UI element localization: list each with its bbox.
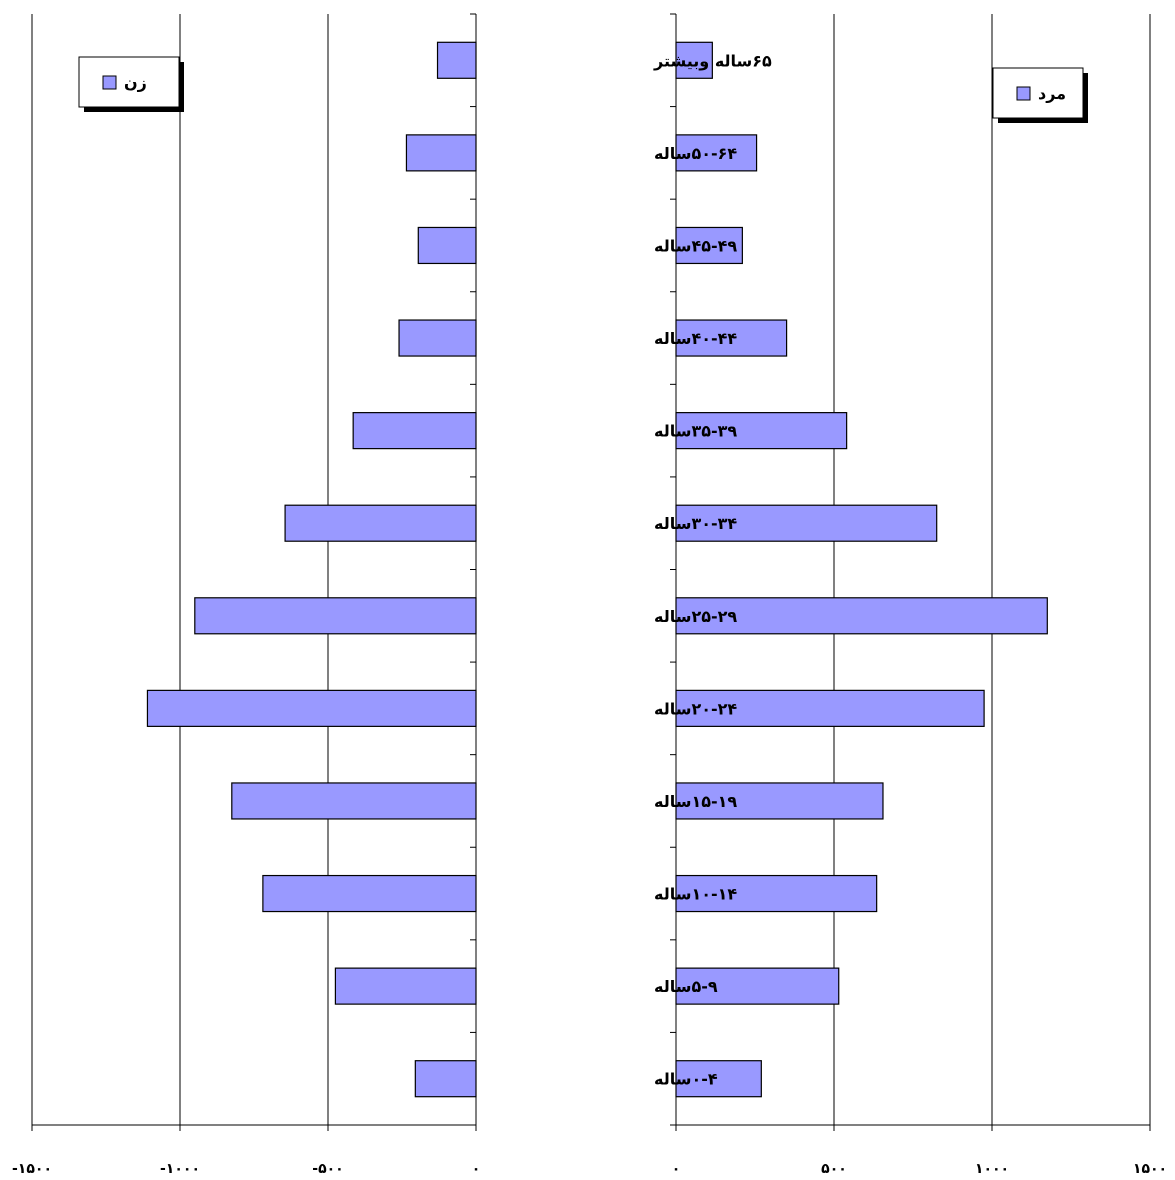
left-axis-tick-label: -۱۵۰۰ (12, 1161, 52, 1177)
category-label-11: ۶۵ساله وبیشتر (653, 51, 772, 70)
left-axis-tick-label: -۱۰۰۰ (160, 1161, 200, 1177)
legend-male-label: مرد (1038, 84, 1066, 103)
bar-female-6 (284, 504, 477, 542)
bar-female-9 (417, 226, 477, 265)
category-label-1: ۵-۹ساله (654, 977, 718, 996)
category-label-3: ۱۵-۱۹ساله (654, 792, 737, 811)
bar-female-7 (352, 412, 477, 450)
bar-male-7 (675, 412, 848, 450)
category-label-8: ۴۰-۴۴ساله (654, 329, 737, 348)
bar-female-3 (231, 782, 477, 820)
left-axis-tick-label: -۵۰۰ (312, 1161, 343, 1177)
right-axis-tick-label: ۱۵۰۰ (1133, 1161, 1167, 1177)
bar-female-0 (414, 1060, 477, 1098)
category-label-9: ۴۵-۴۹ساله (654, 236, 737, 255)
bar-female-11 (436, 41, 477, 79)
category-label-10: ۵۰-۶۴ساله (654, 144, 737, 163)
legend-female-label: زن (124, 73, 147, 92)
left-axis-tick-label: ۰ (472, 1161, 481, 1177)
bar-male-0 (675, 1060, 762, 1098)
right-axis-tick-label: ۰ (672, 1161, 681, 1177)
legend-female-swatch (102, 75, 117, 90)
right-axis-tick-label: ۵۰۰ (821, 1161, 847, 1177)
bar-male-1 (675, 967, 840, 1005)
category-label-4: ۲۰-۲۴ساله (654, 699, 737, 718)
category-label-2: ۱۰-۱۴ساله (654, 885, 737, 904)
bar-male-3 (675, 782, 884, 820)
right-axis-tick-label: ۱۰۰۰ (975, 1161, 1009, 1177)
legend-female-box (78, 56, 180, 108)
category-label-5: ۲۵-۲۹ساله (654, 607, 737, 626)
bar-male-11 (675, 41, 713, 79)
legend-male-box (992, 67, 1084, 119)
bar-male-9 (675, 226, 743, 265)
bar-male-6 (675, 504, 938, 542)
bar-female-5 (194, 597, 477, 635)
bar-male-4 (675, 689, 985, 727)
bar-male-10 (675, 134, 758, 172)
bar-female-8 (398, 319, 477, 357)
bar-male-8 (675, 319, 788, 357)
bar-male-2 (675, 874, 878, 913)
bar-female-1 (334, 967, 477, 1005)
bar-female-4 (146, 689, 477, 727)
category-label-6: ۳۰-۳۴ساله (654, 514, 737, 533)
legend-male-swatch (1016, 86, 1031, 101)
category-label-0: ۰-۴ساله (654, 1070, 718, 1089)
bar-female-2 (262, 874, 477, 913)
bar-female-10 (405, 134, 477, 172)
bar-male-5 (675, 597, 1048, 635)
category-label-7: ۳۵-۳۹ساله (654, 422, 737, 441)
